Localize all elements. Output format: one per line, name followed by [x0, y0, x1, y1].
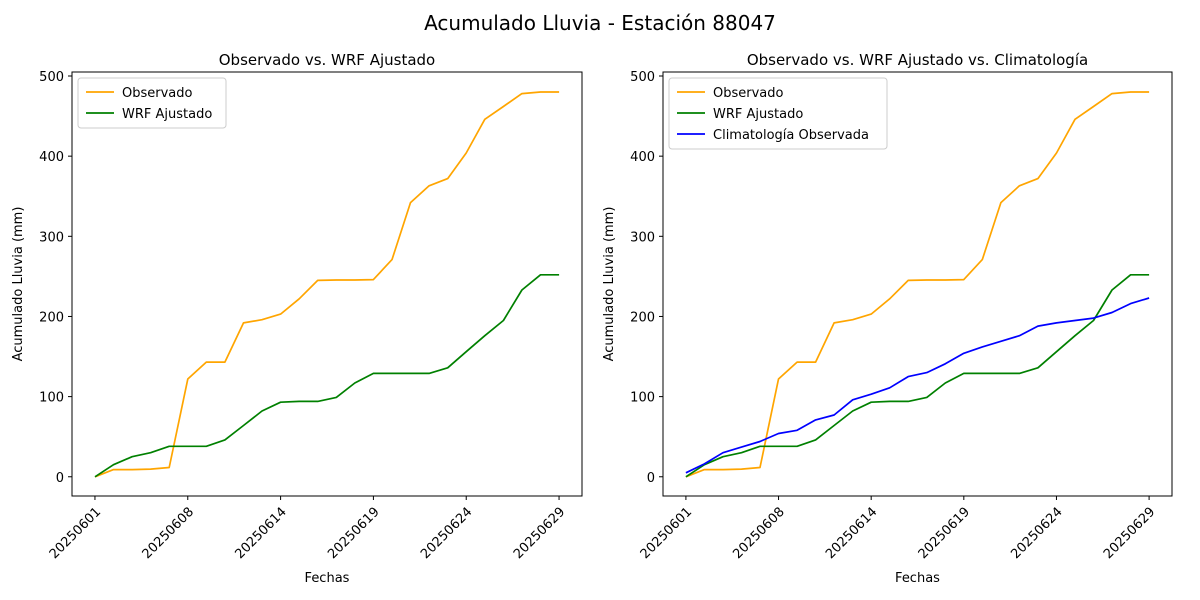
y-axis-label: Acumulado Lluvia (mm) [11, 207, 26, 362]
y-tick-label: 100 [39, 391, 64, 406]
legend [77, 77, 227, 129]
plot-frame [71, 71, 583, 497]
legend-label: WRF Ajustado [122, 107, 212, 122]
y-tick-label: 300 [630, 230, 655, 245]
legend-label: WRF Ajustado [713, 107, 803, 122]
series-line-observado [685, 91, 1150, 478]
legend-label: Observado [122, 86, 193, 101]
y-tick-label: 0 [56, 471, 64, 486]
x-axis-label: Fechas [305, 571, 350, 586]
chart-title: Observado vs. WRF Ajustado [219, 51, 435, 69]
y-tick-label: 100 [630, 391, 655, 406]
series-line-observado [94, 91, 560, 478]
y-tick-label: 500 [39, 70, 64, 85]
legend-label: Climatología Observada [713, 128, 869, 143]
figure-title: Acumulado Lluvia - Estación 88047 [424, 11, 776, 35]
y-tick-label: 300 [39, 230, 64, 245]
x-axis-label: Fechas [895, 571, 940, 586]
series-line-climatolog-a-observada [685, 297, 1150, 474]
series-line-wrf-ajustado [685, 273, 1150, 478]
plot-frame [662, 71, 1173, 497]
y-tick-label: 400 [630, 150, 655, 165]
y-tick-label: 400 [39, 150, 64, 165]
series-line-wrf-ajustado [94, 273, 560, 478]
legend [668, 77, 888, 150]
y-tick-label: 500 [630, 70, 655, 85]
legend-label: Observado [713, 86, 784, 101]
y-tick-label: 0 [647, 471, 655, 486]
y-tick-label: 200 [630, 310, 655, 325]
y-axis-label: Acumulado Lluvia (mm) [602, 207, 617, 362]
chart-title: Observado vs. WRF Ajustado vs. Climatolo… [747, 51, 1088, 69]
y-tick-label: 200 [39, 310, 64, 325]
